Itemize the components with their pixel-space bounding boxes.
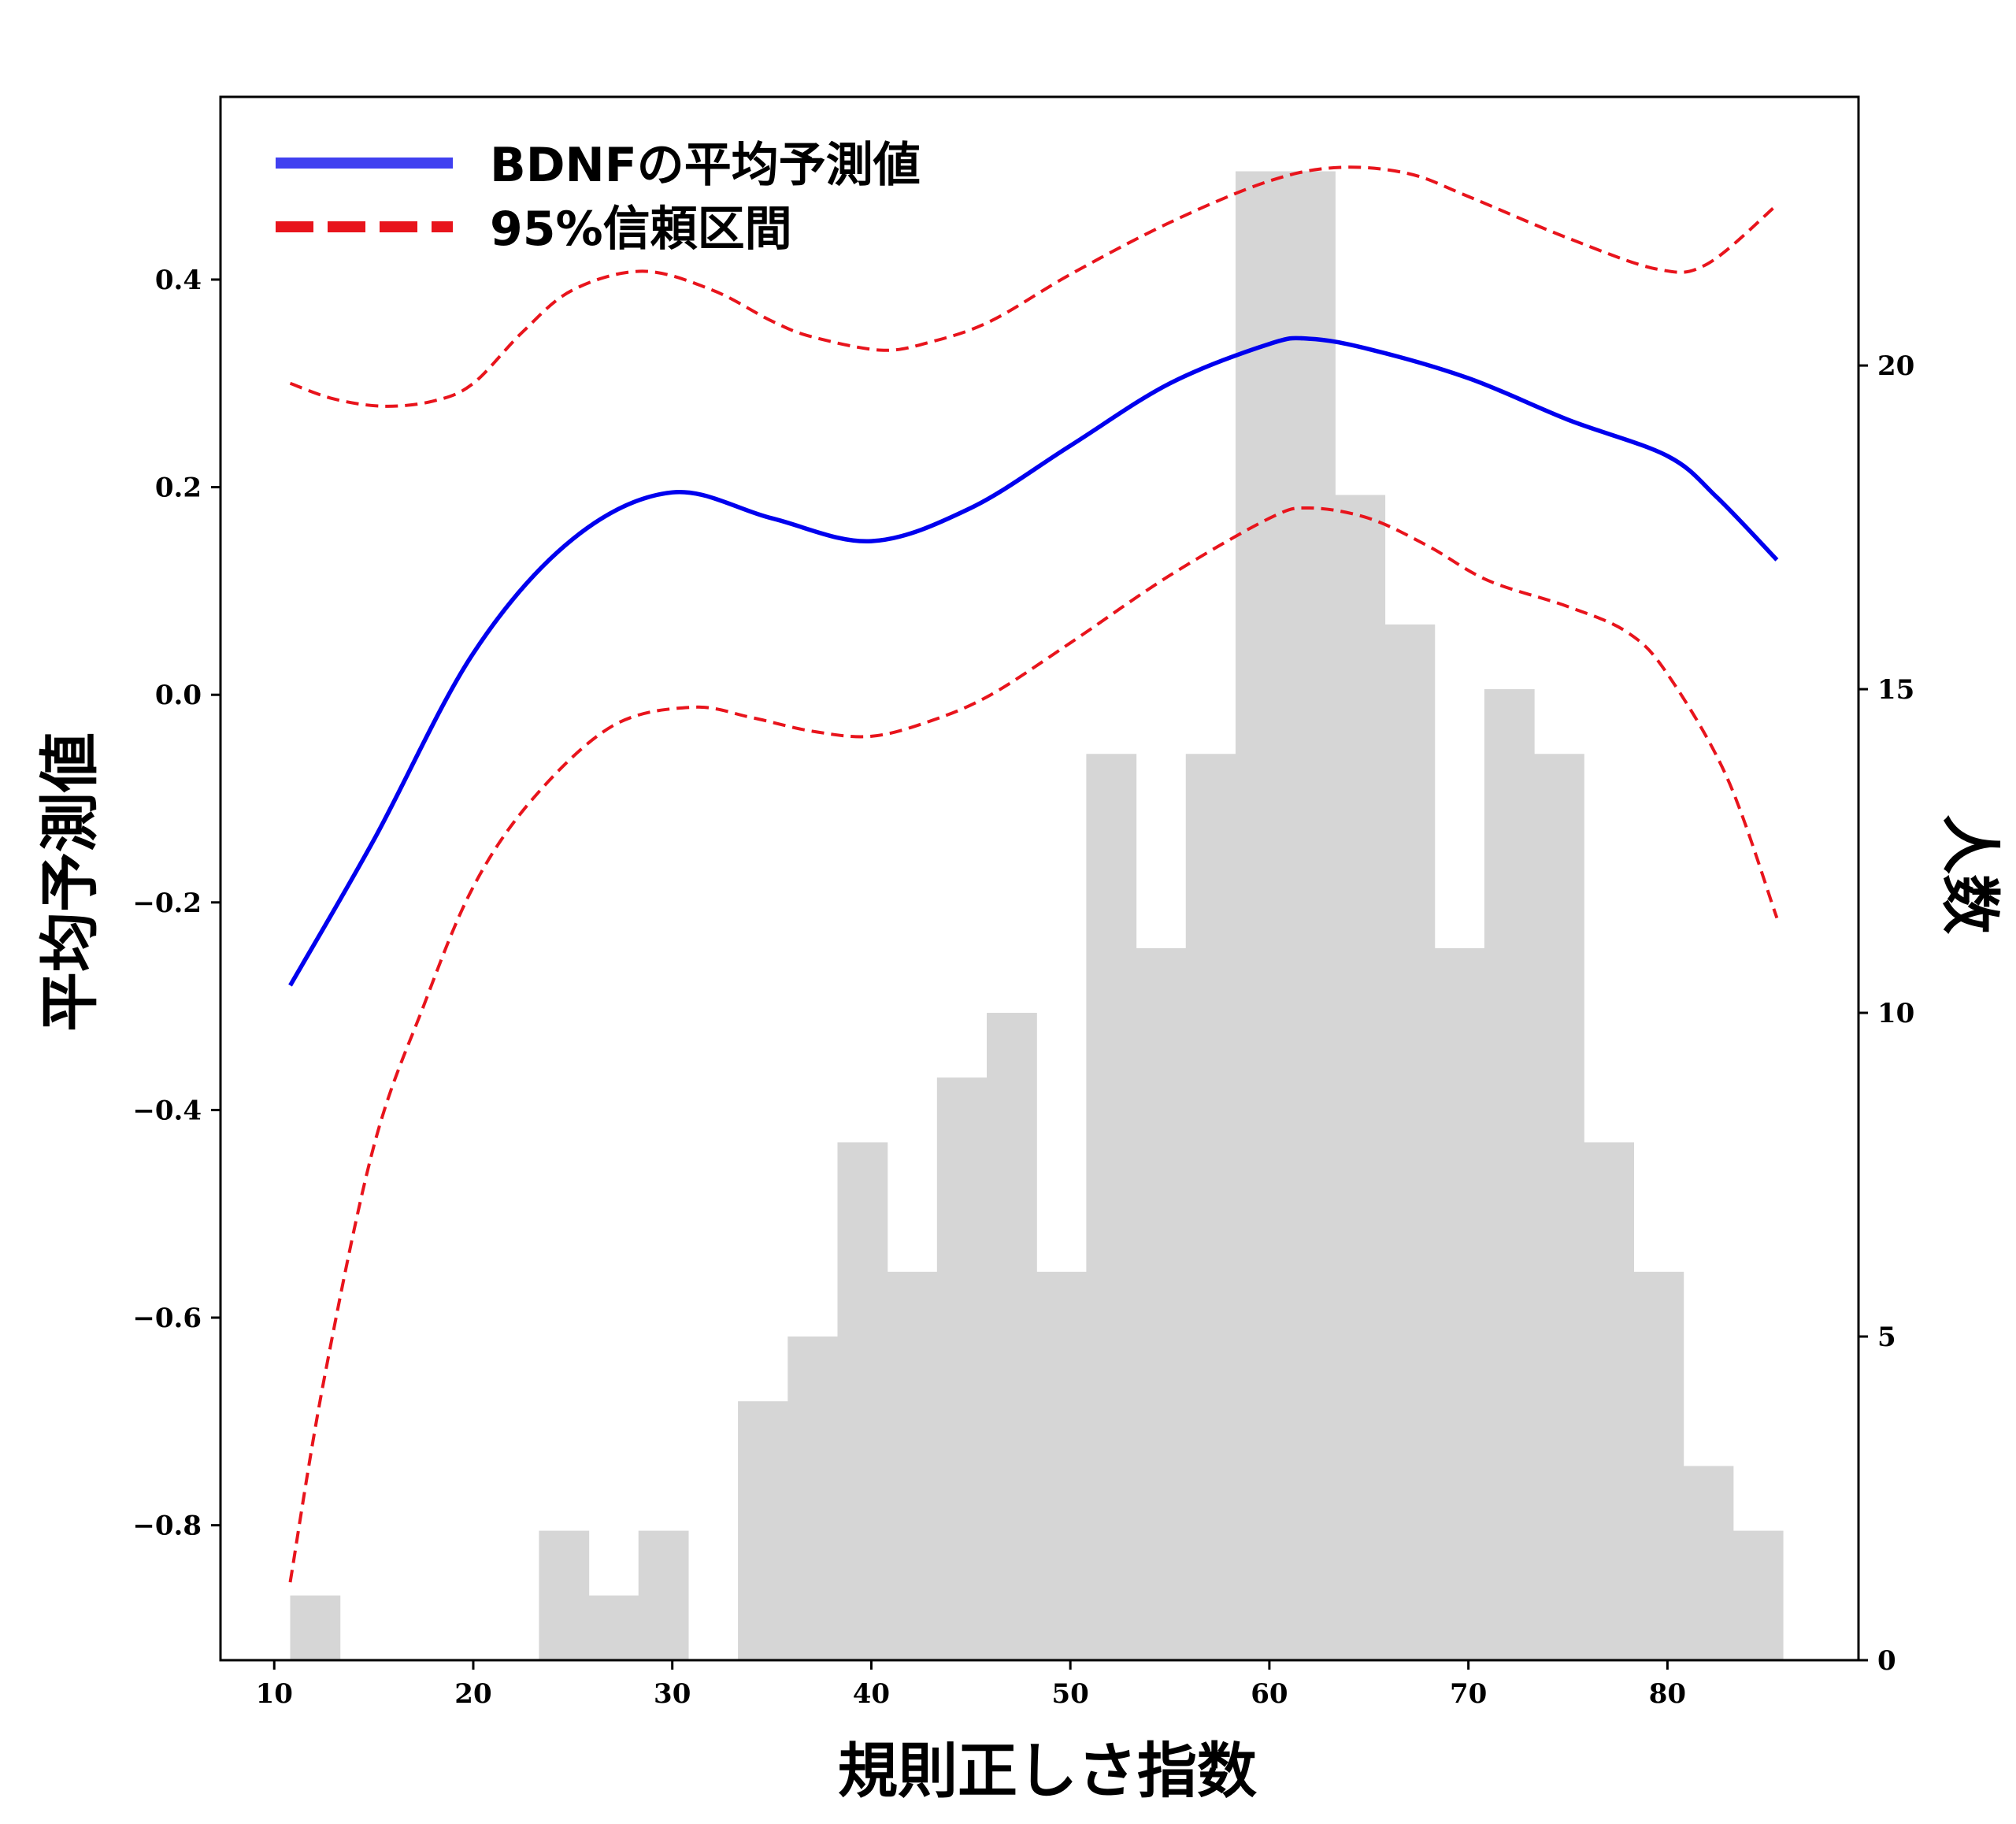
y-tick-label: −0.4	[132, 1095, 202, 1126]
histogram-bar	[1484, 689, 1535, 1660]
histogram-bar	[837, 1142, 888, 1660]
mean-prediction-line	[288, 336, 1779, 987]
y-ticks: 0.4 0.2 0.0 −0.2 −0.4 −0.6 −0.8	[132, 265, 220, 1542]
y2-axis-title: 人数	[1935, 814, 2005, 934]
histogram-bar	[1136, 947, 1187, 1660]
histogram-bar	[1235, 171, 1286, 1660]
ci-upper-line	[289, 165, 1778, 408]
histogram-bar	[1633, 1271, 1684, 1660]
histogram-bar	[638, 1530, 689, 1660]
histogram-bar	[887, 1271, 938, 1660]
y2-tick-label: 0	[1877, 1645, 1896, 1677]
curve-layer	[288, 165, 1779, 1583]
legend: BDNFの平均予測値 95%信頼区間	[276, 138, 921, 257]
x-tick-label: 80	[1649, 1678, 1686, 1710]
histogram-bar	[1036, 1271, 1087, 1660]
y-tick-label: −0.8	[132, 1511, 202, 1542]
histogram-bar	[1086, 754, 1137, 1660]
histogram-bar	[1584, 1142, 1635, 1660]
x-axis-title: 規則正しさ指数	[838, 1736, 1257, 1806]
histogram-bar	[788, 1336, 839, 1660]
x-tick-label: 30	[654, 1678, 691, 1710]
histogram-bar	[987, 1013, 1037, 1660]
histogram-bar	[1185, 754, 1236, 1660]
x-tick-label: 60	[1251, 1678, 1288, 1710]
y2-tick-label: 20	[1877, 350, 1914, 382]
y2-ticks: 20 15 10 5 0	[1858, 350, 1914, 1677]
legend-ci-label: 95%信頼区間	[490, 202, 792, 257]
histogram-bar	[1335, 495, 1386, 1661]
y2-tick-label: 15	[1877, 674, 1914, 706]
y-tick-label: 0.0	[155, 680, 202, 711]
y-tick-label: 0.4	[155, 265, 202, 296]
y-axis-title: 平均予測値	[35, 732, 105, 1032]
ci-lower-line	[288, 506, 1779, 1583]
histogram-bar	[1434, 947, 1485, 1660]
x-ticks: 10 20 30 40 50 60 70 80	[256, 1660, 1686, 1710]
histogram-bar	[290, 1595, 341, 1660]
histogram-bar	[539, 1530, 590, 1660]
histogram-bar	[1683, 1466, 1734, 1660]
histogram-bar	[936, 1077, 988, 1660]
y-tick-label: 0.2	[155, 473, 202, 504]
x-tick-label: 50	[1052, 1678, 1089, 1710]
x-tick-label: 70	[1450, 1678, 1487, 1710]
y2-tick-label: 5	[1877, 1322, 1896, 1353]
histogram-bar	[1285, 171, 1336, 1660]
x-tick-label: 10	[256, 1678, 293, 1710]
y-tick-label: −0.2	[132, 888, 202, 919]
histogram-bar	[1534, 754, 1584, 1660]
plot-frame	[219, 95, 1860, 1662]
histogram-bar	[1384, 624, 1436, 1660]
y2-tick-label: 10	[1877, 998, 1914, 1029]
y-tick-label: −0.6	[132, 1303, 202, 1334]
x-tick-label: 40	[853, 1678, 890, 1710]
histogram-bar	[588, 1595, 639, 1660]
histogram-bar	[1732, 1530, 1784, 1660]
histogram-bar	[738, 1401, 788, 1660]
histogram-layer	[290, 171, 1784, 1661]
x-tick-label: 20	[454, 1678, 491, 1710]
legend-mean-label: BDNFの平均予測値	[490, 138, 921, 193]
